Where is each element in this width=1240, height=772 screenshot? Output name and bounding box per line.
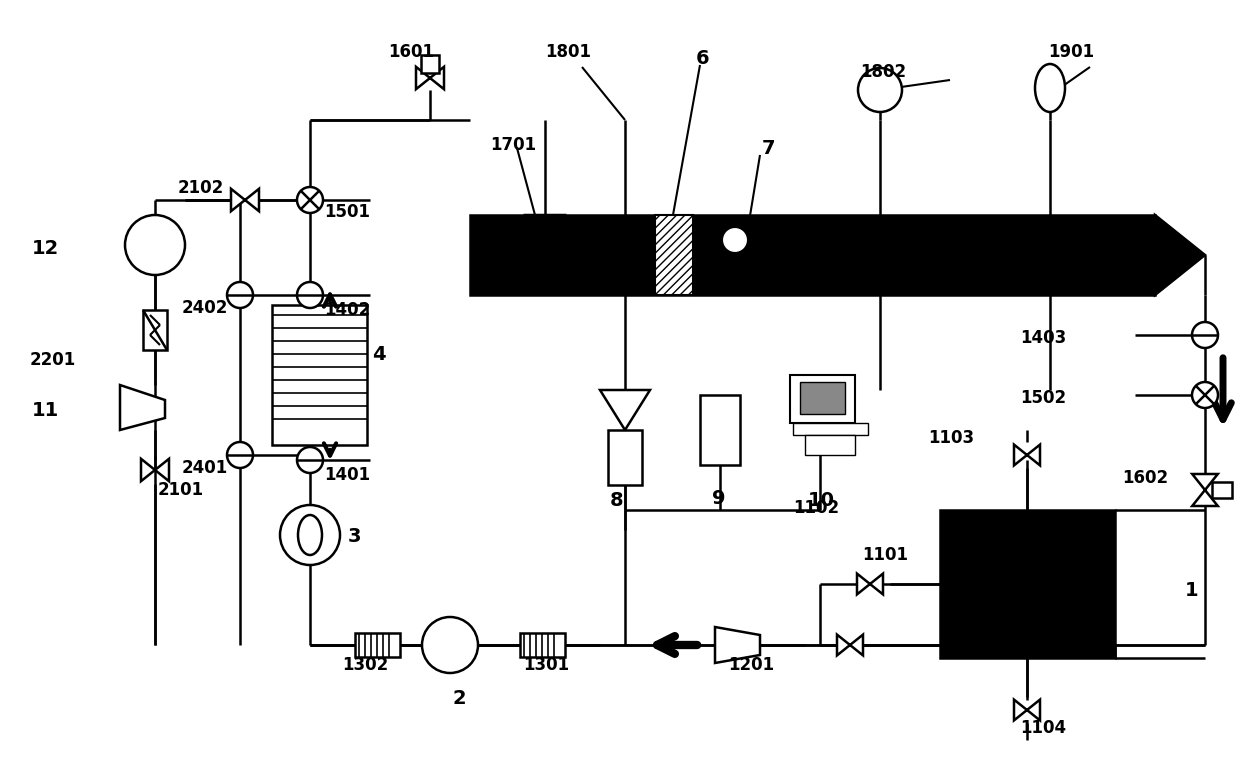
Text: 12: 12 (32, 239, 60, 258)
Circle shape (1192, 322, 1218, 348)
Text: 1501: 1501 (324, 203, 370, 221)
Bar (794, 423, 868, 435)
Circle shape (227, 282, 253, 308)
Bar (470, 215, 1154, 295)
Text: 2101: 2101 (157, 481, 205, 499)
Text: 2102: 2102 (179, 179, 224, 197)
Polygon shape (120, 385, 165, 430)
Text: 2402: 2402 (182, 299, 228, 317)
Bar (272, 305, 367, 445)
Polygon shape (857, 574, 883, 594)
Text: 1401: 1401 (324, 466, 370, 484)
Text: 1104: 1104 (1021, 719, 1066, 737)
Text: 2201: 2201 (30, 351, 76, 369)
Circle shape (422, 617, 477, 673)
Polygon shape (837, 635, 863, 655)
Polygon shape (415, 67, 444, 90)
Circle shape (227, 442, 253, 468)
Text: 1901: 1901 (1048, 43, 1094, 61)
Bar (143, 310, 167, 350)
Text: 1: 1 (1185, 581, 1199, 600)
Text: 1402: 1402 (324, 301, 371, 319)
Text: 1801: 1801 (546, 43, 591, 61)
Text: 3: 3 (348, 527, 362, 547)
Bar (701, 395, 740, 465)
Text: 1302: 1302 (342, 656, 388, 674)
Text: 2401: 2401 (182, 459, 228, 477)
Ellipse shape (1035, 64, 1065, 112)
Bar (655, 215, 693, 295)
Text: 5: 5 (475, 218, 489, 238)
Polygon shape (141, 459, 169, 481)
Polygon shape (1014, 445, 1040, 466)
Circle shape (280, 505, 340, 565)
Bar (520, 633, 565, 657)
Text: 10: 10 (808, 490, 835, 510)
Text: 6: 6 (696, 49, 709, 67)
Bar (790, 375, 856, 423)
Circle shape (1192, 382, 1218, 408)
Polygon shape (1154, 215, 1205, 295)
Bar (805, 435, 856, 455)
Text: 1103: 1103 (928, 429, 975, 447)
Text: 9: 9 (712, 489, 725, 507)
Bar (355, 633, 401, 657)
Polygon shape (525, 215, 565, 295)
Text: 1301: 1301 (523, 656, 569, 674)
Text: 11: 11 (32, 401, 60, 419)
Polygon shape (1192, 474, 1218, 506)
Polygon shape (1014, 699, 1040, 720)
Bar (800, 382, 844, 414)
Text: 2: 2 (453, 689, 466, 707)
Bar (1211, 482, 1233, 498)
Text: 4: 4 (372, 346, 386, 364)
Text: 1102: 1102 (794, 499, 839, 517)
Circle shape (125, 215, 185, 275)
Polygon shape (715, 627, 760, 663)
Text: 1101: 1101 (862, 546, 908, 564)
Text: 1802: 1802 (861, 63, 906, 81)
Bar (608, 430, 642, 485)
Polygon shape (600, 390, 650, 430)
Text: 1201: 1201 (728, 656, 774, 674)
Text: 1403: 1403 (1021, 329, 1066, 347)
Text: 7: 7 (763, 138, 775, 157)
Bar (422, 55, 439, 73)
Circle shape (298, 282, 322, 308)
Text: 1602: 1602 (1122, 469, 1168, 487)
Polygon shape (231, 189, 259, 212)
Text: 1701: 1701 (490, 136, 536, 154)
Bar (940, 510, 1115, 658)
Text: 1601: 1601 (388, 43, 434, 61)
Circle shape (858, 68, 901, 112)
Circle shape (298, 187, 322, 213)
Text: 1502: 1502 (1021, 389, 1066, 407)
Ellipse shape (298, 515, 322, 555)
Circle shape (722, 227, 748, 253)
Text: 8: 8 (610, 490, 624, 510)
Circle shape (298, 447, 322, 473)
